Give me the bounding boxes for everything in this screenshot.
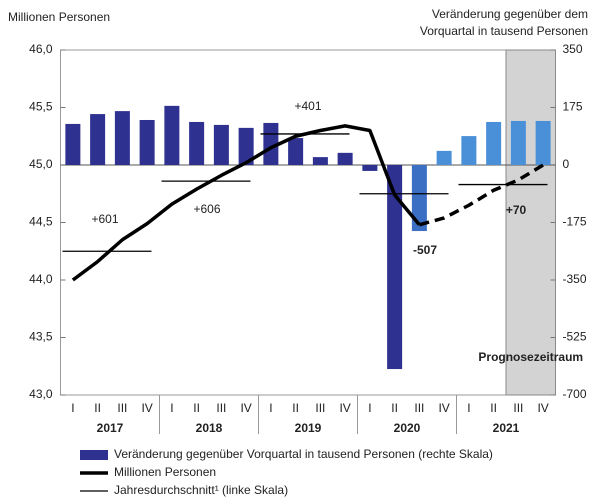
y2-tick-label: -175 [563,215,587,229]
bar [139,119,155,165]
line-actual [71,124,421,282]
y2-tick-label: -525 [563,330,587,344]
annual-change-label: +70 [506,203,527,217]
bar [337,152,353,165]
annual-change-label: -507 [413,243,437,257]
x-tick-label: I [368,401,371,415]
bar [461,136,477,165]
bar [510,120,526,165]
annual-change-label: +606 [193,202,220,216]
bar [387,165,403,370]
bar [65,123,81,165]
x-tick-label: I [71,401,74,415]
x-tick-label: III [513,401,523,415]
annual-change-label: +401 [294,99,321,113]
y-tick-label: 43,0 [29,387,53,401]
x-tick-label: IV [438,401,449,415]
left-axis-title: Millionen Personen [8,10,110,24]
legend-swatch [80,450,108,460]
line-forecast [418,163,545,227]
y-tick-label: 44,5 [29,215,53,229]
right-axis-title: Vorquartal in tausend Personen [420,24,588,38]
y-tick-label: 43,5 [29,330,53,344]
bar [411,165,427,232]
y-tick-label: 44,0 [29,272,53,286]
legend-label: Millionen Personen [114,465,216,479]
bar [535,120,551,165]
x-tick-label: II [490,401,497,415]
bar [90,114,106,165]
bar [114,111,130,165]
forecast-region [505,49,556,396]
y2-tick-label: 350 [563,42,583,56]
x-tick-label: III [117,401,127,415]
y2-tick-label: -700 [563,387,587,401]
y2-tick-label: -350 [563,272,587,286]
y2-tick-label: 0 [563,157,570,171]
bar [164,105,180,165]
bar [362,165,378,171]
year-label: 2021 [493,421,520,435]
bar [213,124,229,165]
annual-change-label: +601 [91,212,118,226]
x-tick-label: II [94,401,101,415]
right-axis-title: Veränderung gegenüber dem [432,7,588,21]
x-tick-label: III [216,401,226,415]
x-tick-label: IV [141,401,152,415]
bar [436,150,452,165]
x-tick-label: I [269,401,272,415]
x-tick-label: I [467,401,470,415]
year-label: 2020 [394,421,421,435]
year-label: 2018 [196,421,223,435]
x-tick-label: IV [240,401,251,415]
forecast-label: Prognosezeitraum [478,350,583,364]
year-label: 2019 [295,421,322,435]
x-tick-label: III [315,401,325,415]
bar [312,157,328,165]
bar [288,138,304,165]
x-tick-label: IV [339,401,350,415]
x-tick-label: IV [537,401,548,415]
y2-tick-label: 175 [563,100,583,114]
x-tick-label: III [414,401,424,415]
y-tick-label: 45,0 [29,157,53,171]
plot-area [60,49,556,396]
x-tick-label: I [170,401,173,415]
legend-label: Veränderung gegenüber Vorquartal in taus… [114,447,493,461]
y-tick-label: 46,0 [29,42,53,56]
x-tick-label: II [193,401,200,415]
y-tick-label: 45,5 [29,100,53,114]
bar [189,121,205,165]
legend-label: Jahresdurchschnitt¹ (linke Skala) [114,483,288,497]
bar [238,127,254,165]
bar [486,121,502,165]
year-label: 2017 [97,421,124,435]
x-tick-label: II [292,401,299,415]
x-tick-label: II [391,401,398,415]
